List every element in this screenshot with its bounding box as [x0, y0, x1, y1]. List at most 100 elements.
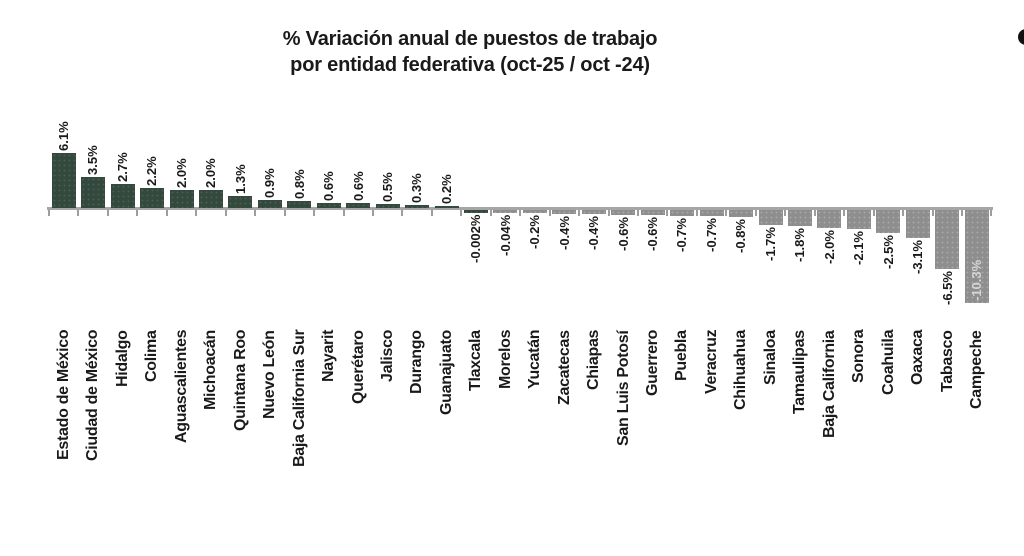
category-label-ciudad-de-mexico: Ciudad de México [84, 330, 102, 462]
bar-nuevo-leon [257, 199, 282, 208]
category-label-tamaulipas: Tamaulipas [791, 330, 809, 414]
category-label-aguascalientes: Aguascalientes [172, 330, 190, 444]
x-axis-tick [283, 210, 286, 216]
value-label-sonora: -2.1% [851, 230, 867, 265]
value-label-colima: 2.2% [144, 156, 160, 187]
value-label-puebla: -0.7% [674, 218, 690, 253]
x-axis-tick [342, 210, 345, 216]
category-label-durango: Durango [408, 330, 426, 394]
value-label-estado-de-mexico: 6.1% [56, 121, 71, 152]
x-axis-tick [254, 210, 257, 216]
value-label-campeche: -10.3% [968, 259, 984, 301]
category-label-tlaxcala: Tlaxcala [467, 330, 485, 391]
bar-baja-california [817, 210, 842, 228]
x-axis-tick [195, 210, 198, 216]
bar-queretaro [346, 202, 371, 208]
bar-guerrero [640, 210, 665, 216]
category-label-baja-california-sur: Baja California Sur [290, 330, 308, 468]
x-axis-tick [960, 210, 963, 216]
category-label-nayarit: Nayarit [320, 330, 338, 383]
value-label-guerrero: -0.6% [645, 217, 660, 252]
category-label-yucatan: Yucatán [526, 330, 544, 390]
value-label-michoacan: 2.0% [203, 158, 219, 188]
x-axis-tick [224, 210, 227, 216]
bar-aguascalientes [169, 190, 194, 208]
value-label-queretaro: 0.6% [350, 170, 366, 201]
bar-sonora [846, 210, 871, 229]
value-label-nuevo-leon: 0.9% [262, 168, 278, 198]
value-label-baja-california: -2.0% [821, 230, 837, 264]
chart-title: % Variación anual de puestos de trabajo … [170, 26, 770, 78]
bar-puebla [670, 210, 695, 217]
category-label-sonora: Sonora [850, 330, 868, 384]
bullet-decoration [1018, 29, 1024, 45]
x-axis-tick [77, 210, 80, 216]
x-axis-tick [136, 210, 139, 216]
x-axis-line [47, 207, 993, 210]
bar-chiapas [581, 210, 606, 214]
value-label-durango: 0.3% [409, 173, 425, 204]
category-label-sinaloa: Sinaloa [761, 330, 779, 385]
bar-estado-de-mexico [51, 153, 76, 208]
x-axis-tick [48, 210, 50, 216]
bar-tlaxcala [464, 210, 489, 213]
bar-chihuahua [729, 210, 754, 218]
value-label-tlaxcala: -0.002% [468, 215, 484, 264]
value-label-san-luis-potosi: -0.6% [615, 217, 631, 252]
category-label-nuevo-leon: Nuevo León [261, 330, 279, 419]
x-axis-tick [430, 210, 433, 216]
category-label-chiapas: Chiapas [585, 330, 603, 391]
x-axis-tick [843, 210, 846, 216]
x-axis-tick [754, 210, 757, 216]
bar-durango [405, 205, 430, 208]
bar-quintana-roo [228, 196, 253, 208]
bar-campeche [964, 210, 989, 303]
value-label-zacatecas: -0.4% [556, 215, 572, 250]
x-axis-tick [578, 210, 581, 216]
category-label-estado-de-mexico: Estado de México [55, 330, 72, 461]
category-label-guanajuato: Guanajuato [437, 330, 455, 416]
bar-ciudad-de-mexico [81, 176, 106, 208]
x-axis-tick [548, 210, 551, 216]
bar-michoacan [198, 190, 223, 208]
value-label-sinaloa: -1.7% [762, 227, 778, 262]
bar-morelos [493, 210, 518, 213]
bar-hidalgo [110, 183, 135, 208]
bar-sinaloa [758, 210, 783, 226]
category-label-colima: Colima [143, 330, 161, 382]
x-axis-tick [460, 210, 463, 216]
category-label-michoacan: Michoacán [202, 330, 220, 410]
value-label-jalisco: 0.5% [379, 171, 395, 202]
value-label-morelos: -0.04% [497, 215, 513, 257]
category-label-zacatecas: Zacatecas [555, 330, 573, 405]
bar-yucatan [522, 210, 547, 213]
chart-title-line1: % Variación anual de puestos de trabajo [282, 28, 658, 50]
value-label-baja-california-sur: 0.8% [291, 169, 307, 199]
x-axis-tick [607, 210, 610, 216]
value-label-quintana-roo: 1.3% [232, 164, 248, 195]
category-label-guerrero: Guerrero [644, 330, 661, 397]
bar-veracruz [699, 210, 724, 217]
bar-san-luis-potosi [611, 210, 636, 216]
x-axis-tick [165, 210, 168, 216]
x-axis-tick [666, 210, 669, 216]
x-axis-tick [872, 210, 875, 216]
category-label-hidalgo: Hidalgo [113, 330, 131, 387]
value-label-guanajuato: 0.2% [438, 174, 454, 205]
bar-guanajuato [434, 206, 459, 208]
category-label-chihuahua: Chihuahua [732, 330, 750, 410]
bar-colima [140, 188, 165, 208]
x-axis-tick [725, 210, 728, 216]
value-label-chiapas: -0.4% [586, 215, 602, 250]
x-axis-tick [371, 210, 374, 216]
bar-coahuila [876, 210, 901, 233]
x-axis-tick [931, 210, 934, 216]
bar-tamaulipas [787, 210, 812, 227]
chart-title-line2: por entidad federativa (oct-25 / oct -24… [290, 54, 650, 76]
bar-jalisco [375, 203, 400, 208]
category-label-oaxaca: Oaxaca [909, 330, 927, 386]
x-axis-tick [813, 210, 816, 216]
value-label-hidalgo: 2.7% [114, 152, 130, 182]
category-label-coahuila: Coahuila [879, 330, 897, 396]
x-axis-tick [902, 210, 905, 216]
